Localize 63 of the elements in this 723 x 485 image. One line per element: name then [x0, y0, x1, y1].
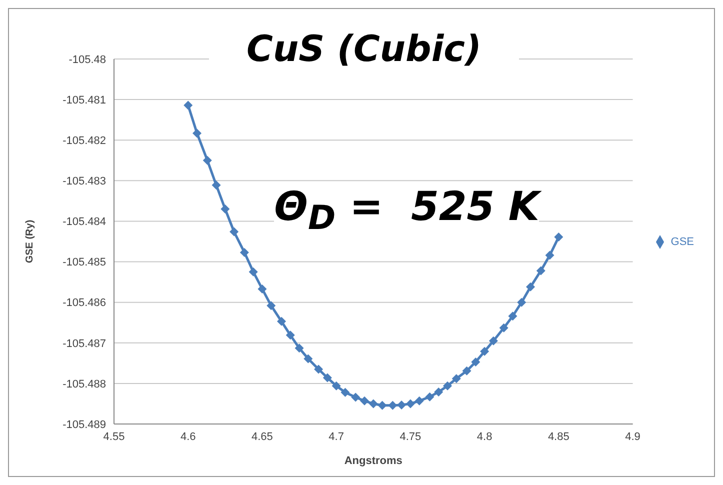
y-axis-title: GSE (Ry) — [24, 220, 36, 264]
y-tick-label: -105.489 — [62, 418, 106, 431]
point — [314, 364, 324, 374]
point — [332, 381, 341, 390]
y-tick-label: -105.48 — [68, 54, 106, 66]
point — [442, 381, 452, 390]
y-tick-label: -105.481 — [62, 94, 106, 106]
chart-title: CuS (Cubic) — [209, 29, 519, 70]
x-tick-label: 4.9 — [625, 430, 640, 443]
point — [545, 250, 554, 260]
point — [508, 312, 518, 321]
point — [397, 400, 406, 410]
point — [351, 392, 360, 402]
point — [230, 227, 239, 236]
point — [462, 366, 472, 376]
point — [452, 374, 461, 384]
point — [360, 396, 369, 406]
point — [406, 399, 415, 408]
x-tick-label: 4.65 — [252, 430, 273, 443]
y-tick-label: -105.488 — [62, 378, 106, 390]
point — [368, 399, 378, 408]
point — [536, 266, 546, 276]
x-tick-label: 4.55 — [103, 430, 125, 443]
y-tick-label: -105.484 — [62, 216, 106, 228]
point — [184, 100, 193, 110]
y-tick-label: -105.485 — [62, 256, 106, 269]
point — [517, 298, 526, 307]
point — [499, 323, 508, 332]
point — [212, 180, 221, 190]
point — [294, 344, 304, 353]
x-tick-label: 4.7 — [328, 430, 344, 443]
point — [304, 354, 313, 364]
x-tick-label: 4.6 — [180, 430, 196, 443]
point — [378, 400, 387, 410]
point — [322, 373, 332, 382]
point — [202, 156, 212, 165]
point — [192, 128, 202, 138]
legend-label: GSE — [670, 235, 694, 248]
point — [276, 316, 286, 326]
y-tick-label: -105.486 — [62, 297, 106, 310]
annotation: Θ$_{D}$ = 525 K — [274, 184, 540, 237]
point — [240, 248, 249, 257]
point — [258, 284, 267, 294]
point — [286, 330, 295, 340]
point — [488, 336, 498, 346]
x-axis-title: Angstroms — [344, 455, 402, 467]
point — [414, 396, 424, 406]
y-tick-label: -105.487 — [62, 338, 106, 350]
point — [248, 267, 258, 276]
x-tick-label: 4.75 — [400, 430, 422, 443]
point — [480, 346, 490, 356]
point — [266, 301, 276, 310]
point — [554, 232, 564, 242]
x-tick-label: 4.85 — [548, 430, 570, 443]
point — [434, 387, 444, 396]
y-tick-label: -105.482 — [62, 135, 106, 148]
point — [526, 282, 535, 292]
x-tick-label: 4.8 — [476, 430, 492, 443]
point — [340, 388, 350, 397]
point — [471, 357, 480, 366]
y-tick-label: -105.483 — [62, 176, 106, 188]
point — [425, 392, 434, 402]
point — [220, 204, 230, 214]
